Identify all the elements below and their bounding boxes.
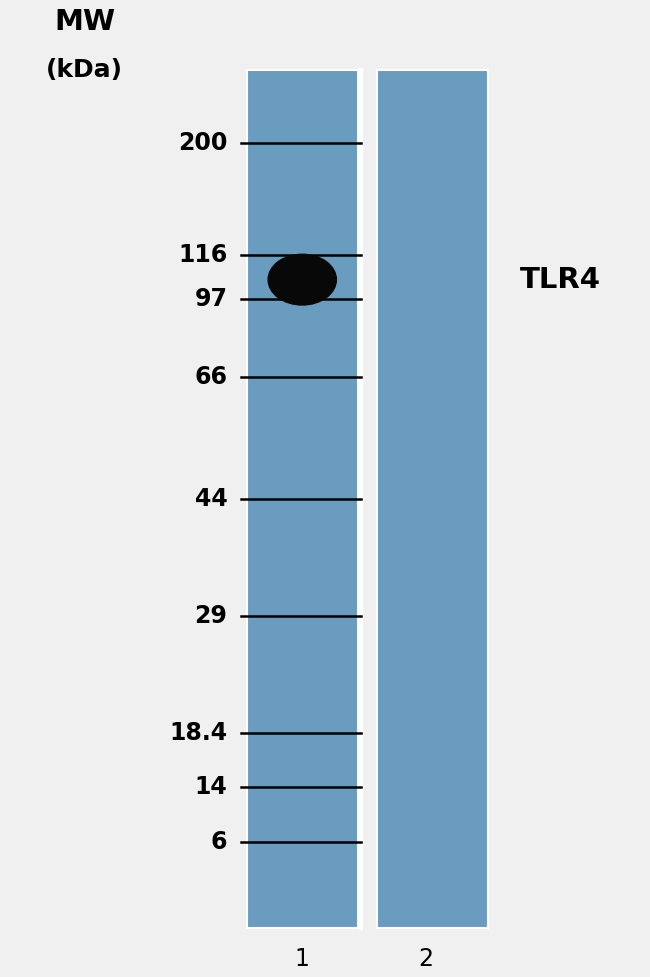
Text: 6: 6	[211, 830, 227, 855]
Text: 2: 2	[418, 948, 434, 971]
Text: MW: MW	[54, 8, 115, 36]
Text: (kDa): (kDa)	[46, 58, 123, 82]
Text: 116: 116	[178, 243, 228, 268]
Text: 44: 44	[195, 488, 228, 511]
Text: 200: 200	[178, 131, 228, 155]
Text: 29: 29	[194, 604, 228, 628]
Text: 18.4: 18.4	[170, 721, 228, 745]
Text: 66: 66	[194, 365, 228, 389]
Text: 14: 14	[195, 775, 228, 799]
Text: 97: 97	[194, 287, 228, 311]
Text: 1: 1	[295, 948, 309, 971]
Bar	[247, 70, 358, 928]
Bar	[377, 70, 488, 928]
Ellipse shape	[268, 254, 337, 305]
Text: TLR4: TLR4	[520, 266, 601, 294]
